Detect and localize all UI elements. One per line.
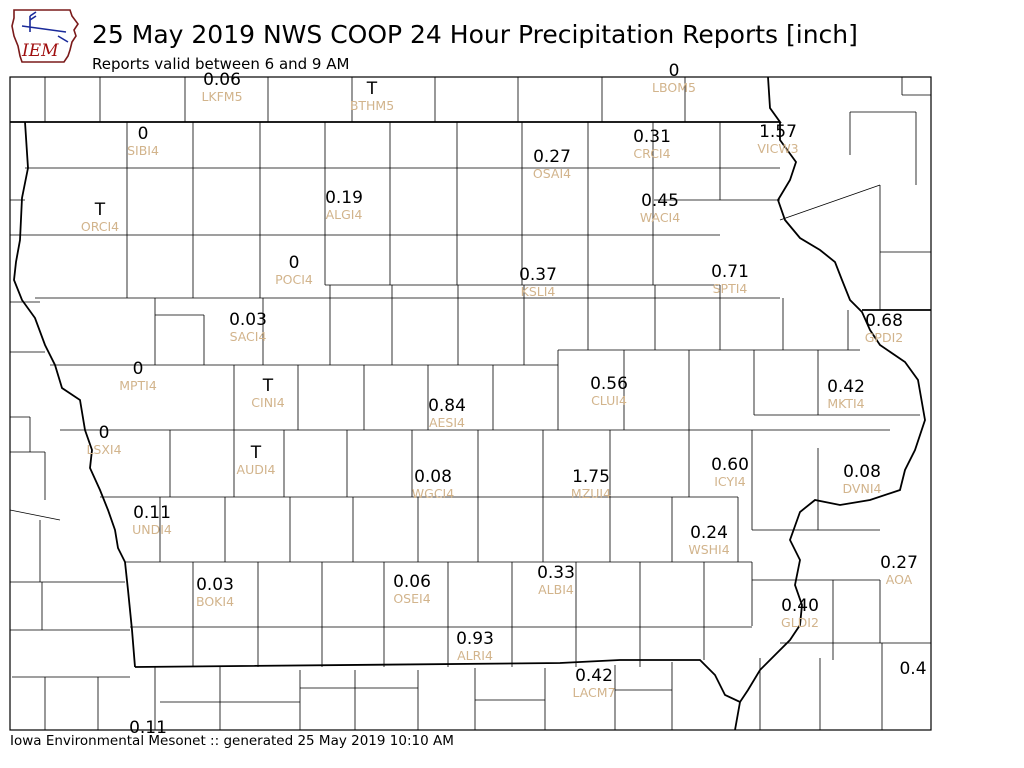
station-value: 0.24 (690, 523, 728, 543)
station-id: UNDI4 (132, 522, 172, 537)
station-value: 0.60 (711, 455, 749, 475)
station-id: LACM7 (572, 685, 615, 700)
state-boundaries (10, 77, 931, 730)
station-value: 0.33 (537, 563, 575, 583)
station-id: SPTI4 (713, 281, 748, 296)
station-id: DVNI4 (843, 481, 882, 496)
station-id: WGCI4 (412, 486, 454, 501)
station-id: OSEI4 (393, 591, 430, 606)
station-value: T (262, 376, 274, 396)
station-id: AOA (886, 572, 913, 587)
station-value: 0.03 (196, 575, 234, 595)
station-id: BOKI4 (196, 594, 234, 609)
station-id: SIBI4 (127, 143, 159, 158)
station-value: T (366, 79, 378, 99)
station-id: VICW3 (757, 141, 798, 156)
station-value: 0 (669, 61, 680, 81)
station-value: 0.37 (519, 265, 557, 285)
station-id: ORCI4 (81, 219, 119, 234)
station-value: 0.31 (633, 127, 671, 147)
station-value: 0.68 (865, 311, 903, 331)
station-id: ICYI4 (714, 474, 746, 489)
station-value: 0.19 (325, 188, 363, 208)
station-value: 0.06 (203, 70, 241, 90)
station-id: MKTI4 (827, 396, 864, 411)
station-value: 0.06 (393, 572, 431, 592)
station-id: MPTI4 (119, 378, 157, 393)
station-value: T (250, 443, 262, 463)
station-id: SACI4 (230, 329, 267, 344)
station-id: WACI4 (640, 210, 680, 225)
station-value: 0 (289, 253, 300, 273)
map-frame (9, 76, 932, 731)
station-value: 1.57 (759, 122, 797, 142)
station-value: 0.93 (456, 629, 494, 649)
station-id: WSHI4 (688, 542, 729, 557)
station-id: AUDI4 (237, 462, 276, 477)
station-value: 0.42 (575, 666, 613, 686)
station-value: 0.40 (781, 596, 819, 616)
station-id: CRCI4 (633, 146, 670, 161)
station-id: CINI4 (251, 395, 284, 410)
station-value: 0.11 (133, 503, 171, 523)
iem-logo: IEM (11, 9, 79, 63)
county-boundaries (10, 77, 931, 730)
station-value: 0.27 (880, 553, 918, 573)
station-value: 0.08 (843, 462, 881, 482)
map-title: 25 May 2019 NWS COOP 24 Hour Precipitati… (92, 20, 858, 49)
station-id: AESI4 (429, 415, 465, 430)
station-id: POCI4 (275, 272, 313, 287)
station-id: KSLI4 (521, 284, 556, 299)
station-value: T (94, 200, 106, 220)
station-value: 0.03 (229, 310, 267, 330)
station-id: ALRI4 (457, 648, 493, 663)
station-id: GLDI2 (781, 615, 819, 630)
station-value: 0.11 (129, 718, 167, 738)
station-value: 0.4 (899, 659, 926, 679)
station-value: 0 (133, 359, 144, 379)
station-value: 0.42 (827, 377, 865, 397)
station-value: 0.27 (533, 147, 571, 167)
station-id: ALGI4 (326, 207, 363, 222)
station-value: 1.75 (572, 467, 610, 487)
station-id: GPDI2 (865, 330, 904, 345)
station-id: LKFM5 (201, 89, 242, 104)
station-id: CLUI4 (591, 393, 627, 408)
station-id: LSXI4 (86, 442, 121, 457)
wind-barb-icon (21, 11, 69, 43)
station-value: 0 (99, 423, 110, 443)
logo-text: IEM (21, 41, 59, 61)
iowa-state-outline-icon (11, 9, 79, 63)
station-value: 0.08 (414, 467, 452, 487)
station-id: OSAI4 (533, 166, 571, 181)
station-id: BTHM5 (350, 98, 394, 113)
station-id: ALBI4 (538, 582, 574, 597)
station-id: MZUI4 (571, 486, 611, 501)
station-value: 0 (138, 124, 149, 144)
station-value: 0.84 (428, 396, 466, 416)
map-subtitle: Reports valid between 6 and 9 AM (92, 55, 350, 73)
station-value: 0.56 (590, 374, 628, 394)
footer-credit: Iowa Environmental Mesonet :: generated … (10, 733, 454, 749)
station-id: LBOM5 (652, 80, 696, 95)
station-value: 0.45 (641, 191, 679, 211)
station-value: 0.71 (711, 262, 749, 282)
